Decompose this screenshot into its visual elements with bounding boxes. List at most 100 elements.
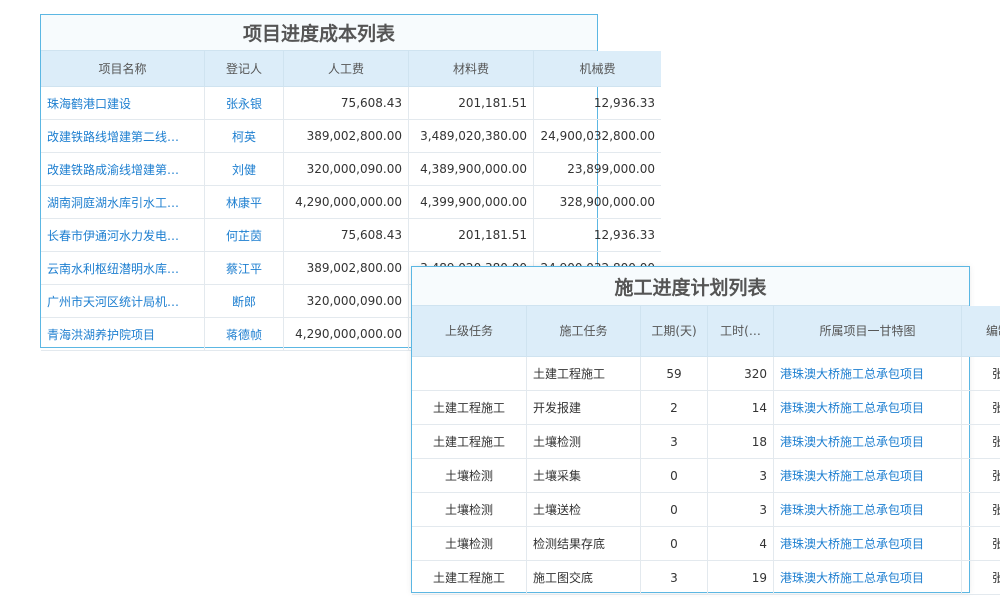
cell: 土建工程施工	[526, 356, 641, 391]
cell: 23,899,000.00	[533, 152, 661, 186]
column-header: 项目名称	[41, 51, 205, 87]
column-header: 机械费	[533, 51, 661, 87]
cell: 201,181.51	[408, 86, 534, 120]
cell-link[interactable]: 林康平	[204, 185, 284, 219]
cell-link[interactable]: 湖南洞庭湖水库引水工…	[41, 185, 205, 219]
cell: 土壤送检	[526, 492, 641, 527]
cell: 4,290,000,000.00	[283, 185, 409, 219]
cell-link[interactable]: 蒋德帧	[204, 317, 284, 351]
cell-link[interactable]: 云南水利枢纽潜明水库…	[41, 251, 205, 285]
cell: 4,399,900,000.00	[408, 185, 534, 219]
cell: 0	[640, 492, 708, 527]
cell: 张鑫	[961, 560, 1000, 595]
header-row: 项目名称 登记人 人工费 材料费 机械费	[41, 51, 661, 87]
cell-link[interactable]: 断郎	[204, 284, 284, 318]
cell: 12,936.33	[533, 218, 661, 252]
cell-link[interactable]: 港珠澳大桥施工总承包项目	[773, 492, 962, 527]
cell	[412, 356, 527, 391]
column-header: 施工任务	[526, 306, 641, 357]
table-row: 土建工程施工59320港珠澳大桥施工总承包项目张鑫	[412, 356, 1000, 391]
cell: 施工图交底	[526, 560, 641, 595]
cell-link[interactable]: 港珠澳大桥施工总承包项目	[773, 458, 962, 493]
table-row: 珠海鹤港口建设 张永银 75,608.43 201,181.51 12,936.33	[41, 86, 661, 120]
cell-link[interactable]: 港珠澳大桥施工总承包项目	[773, 424, 962, 459]
table-row: 土壤检测土壤采集03港珠澳大桥施工总承包项目张鑫	[412, 458, 1000, 493]
cell: 328,900,000.00	[533, 185, 661, 219]
cell: 张鑫	[961, 356, 1000, 391]
cell: 3	[707, 492, 774, 527]
cell: 3	[640, 424, 708, 459]
cell: 检测结果存底	[526, 526, 641, 561]
cell: 12,936.33	[533, 86, 661, 120]
cell: 张鑫	[961, 390, 1000, 425]
cell: 75,608.43	[283, 86, 409, 120]
table-row: 改建铁路线增建第二线… 柯英 389,002,800.00 3,489,020,380…	[41, 119, 661, 153]
cell: 张鑫	[961, 492, 1000, 527]
cell: 张鑫	[961, 424, 1000, 459]
cell-link[interactable]: 珠海鹤港口建设	[41, 86, 205, 120]
cell-link[interactable]: 改建铁路线增建第二线…	[41, 119, 205, 153]
table-row: 改建铁路成渝线增建第… 刘健 320,000,090.00 4,389,900,000…	[41, 152, 661, 186]
cell-link[interactable]: 青海洪湖养护院项目	[41, 317, 205, 351]
column-header: 人工费	[283, 51, 409, 87]
cell: 3	[640, 560, 708, 595]
cell-link[interactable]: 何芷茵	[204, 218, 284, 252]
cell-link[interactable]: 蔡江平	[204, 251, 284, 285]
cell: 320,000,090.00	[283, 284, 409, 318]
table-row: 土建工程施工土壤检测318港珠澳大桥施工总承包项目张鑫	[412, 424, 1000, 459]
cell-link[interactable]: 港珠澳大桥施工总承包项目	[773, 560, 962, 595]
column-header: 上级任务	[412, 306, 527, 357]
cell: 张鑫	[961, 526, 1000, 561]
cell-link[interactable]: 刘健	[204, 152, 284, 186]
cell: 0	[640, 458, 708, 493]
table-row: 土建工程施工开发报建214港珠澳大桥施工总承包项目张鑫	[412, 390, 1000, 425]
cell: 4,290,000,000.00	[283, 317, 409, 351]
cell: 土壤检测	[412, 526, 527, 561]
cell: 18	[707, 424, 774, 459]
cell-link[interactable]: 广州市天河区统计局机…	[41, 284, 205, 318]
cell: 开发报建	[526, 390, 641, 425]
cell: 2	[640, 390, 708, 425]
cell: 201,181.51	[408, 218, 534, 252]
cell: 土壤采集	[526, 458, 641, 493]
table-title: 项目进度成本列表	[41, 15, 597, 51]
cell: 土建工程施工	[412, 424, 527, 459]
column-header: 所属项目一甘特图	[773, 306, 962, 357]
cell: 59	[640, 356, 708, 391]
cell: 张鑫	[961, 458, 1000, 493]
table-row: 湖南洞庭湖水库引水工… 林康平 4,290,000,000.00 4,399,900,…	[41, 185, 661, 219]
table-row: 长春市伊通河水力发电… 何芷茵 75,608.43 201,181.51 12,936.…	[41, 218, 661, 252]
cell: 320	[707, 356, 774, 391]
plan-table-panel: 施工进度计划列表 上级任务施工任务工期(天)工时(…所属项目一甘特图编制人土建工…	[411, 266, 1000, 595]
cell: 389,002,800.00	[283, 119, 409, 153]
cell-link[interactable]: 港珠澳大桥施工总承包项目	[773, 526, 962, 561]
table-title: 施工进度计划列表	[412, 267, 969, 306]
cell-link[interactable]: 张永银	[204, 86, 284, 120]
cell: 75,608.43	[283, 218, 409, 252]
cell: 14	[707, 390, 774, 425]
table-row: 土壤检测检测结果存底04港珠澳大桥施工总承包项目张鑫	[412, 526, 1000, 561]
cell: 土建工程施工	[412, 390, 527, 425]
column-header: 工时(…	[707, 306, 774, 357]
cell: 土壤检测	[526, 424, 641, 459]
cell: 0	[640, 526, 708, 561]
cell-link[interactable]: 改建铁路成渝线增建第…	[41, 152, 205, 186]
cell: 19	[707, 560, 774, 595]
cell-link[interactable]: 柯英	[204, 119, 284, 153]
cell: 3,489,020,380.00	[408, 119, 534, 153]
table-row: 土壤检测土壤送检03港珠澳大桥施工总承包项目张鑫	[412, 492, 1000, 527]
column-header: 编制人	[961, 306, 1000, 357]
cell: 320,000,090.00	[283, 152, 409, 186]
cell-link[interactable]: 港珠澳大桥施工总承包项目	[773, 356, 962, 391]
cell: 土壤检测	[412, 492, 527, 527]
column-header: 材料费	[408, 51, 534, 87]
column-header: 登记人	[204, 51, 284, 87]
column-header: 工期(天)	[640, 306, 708, 357]
cell: 土壤检测	[412, 458, 527, 493]
plan-table: 上级任务施工任务工期(天)工时(…所属项目一甘特图编制人土建工程施工59320港…	[412, 306, 1000, 595]
cell-link[interactable]: 长春市伊通河水力发电…	[41, 218, 205, 252]
cell: 3	[707, 458, 774, 493]
cell-link[interactable]: 港珠澳大桥施工总承包项目	[773, 390, 962, 425]
